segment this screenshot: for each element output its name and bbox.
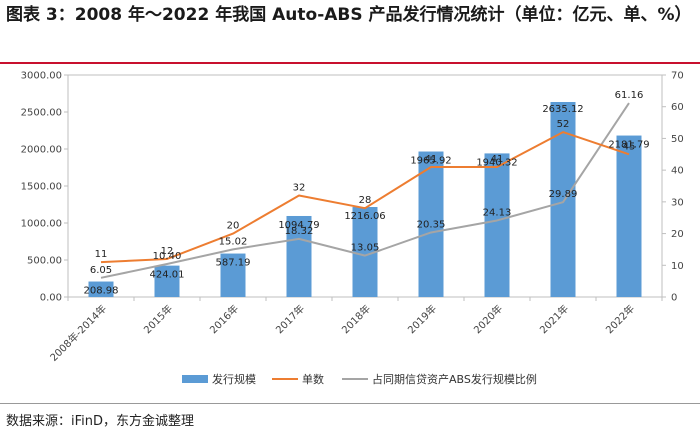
legend-label-count: 单数 xyxy=(302,373,324,386)
bar-value-label: 2181.79 xyxy=(608,140,649,151)
count-value-label: 12 xyxy=(161,246,174,257)
x-tick-label: 2017年 xyxy=(273,302,307,336)
ratio-value-label: 15.02 xyxy=(219,236,248,247)
ratio-value-label: 61.16 xyxy=(615,90,644,101)
y-right-tick-label: 40 xyxy=(671,166,684,177)
y-right-tick-label: 30 xyxy=(671,197,684,208)
legend-swatch-bar xyxy=(182,375,208,383)
y-right-tick-label: 60 xyxy=(671,102,684,113)
y-left-tick-label: 2000.00 xyxy=(21,145,62,156)
source-divider xyxy=(0,403,700,404)
ratio-value-label: 6.05 xyxy=(90,265,112,276)
count-value-label: 52 xyxy=(557,119,570,130)
bar xyxy=(88,281,114,297)
y-left-tick-label: 1000.00 xyxy=(21,219,62,230)
count-value-label: 45 xyxy=(623,141,636,152)
y-left-tick-label: 1500.00 xyxy=(21,182,62,193)
y-right-tick-label: 50 xyxy=(671,134,684,145)
legend-label-ratio: 占同期信贷资产ABS发行规模比例 xyxy=(372,372,537,386)
ratio-value-label: 10.40 xyxy=(153,251,182,262)
y-right-tick-label: 0 xyxy=(671,293,677,304)
y-right-tick-label: 70 xyxy=(671,71,684,82)
x-tick-label: 2020年 xyxy=(471,302,505,336)
ratio-value-label: 24.13 xyxy=(483,207,512,218)
bar xyxy=(286,215,312,297)
bar-value-label: 1940.32 xyxy=(476,157,517,168)
x-tick-label: 2019年 xyxy=(405,302,439,336)
bar-value-label: 208.98 xyxy=(84,286,119,297)
count-value-label: 28 xyxy=(359,195,372,206)
y-left-tick-label: 3000.00 xyxy=(21,71,62,82)
bar xyxy=(484,153,510,297)
bar-value-label: 424.01 xyxy=(150,270,185,281)
count-value-label: 41 xyxy=(491,154,504,165)
bar xyxy=(616,135,642,297)
y-left-tick-label: 500.00 xyxy=(27,256,62,267)
x-tick-label: 2008年-2014年 xyxy=(47,302,109,364)
x-tick-label: 2015年 xyxy=(141,302,175,336)
bar xyxy=(418,151,444,297)
bar xyxy=(154,265,180,297)
count-value-label: 32 xyxy=(293,183,306,194)
source-note: 数据来源：iFinD，东方金诚整理 xyxy=(6,414,195,429)
bar-value-label: 587.19 xyxy=(216,258,251,269)
chart: 0.00 500.00 1000.00 1500.00 2000.00 2500.00 30… xyxy=(21,71,684,387)
x-tick-label: 2018年 xyxy=(339,302,373,336)
y-left-tick-label: 2500.00 xyxy=(21,108,62,119)
x-tick-label: 2021年 xyxy=(537,302,571,336)
bar-value-label: 1094.79 xyxy=(278,220,319,231)
count-value-label: 20 xyxy=(227,221,240,232)
ratio-value-label: 13.05 xyxy=(351,243,380,254)
ratio-line xyxy=(100,102,630,279)
count-value-label: 41 xyxy=(425,154,438,165)
ratio-value-label: 29.89 xyxy=(549,189,578,200)
count-value-label: 11 xyxy=(95,249,108,260)
bar-value-label: 1965.92 xyxy=(410,156,451,167)
ratio-value-label: 20.35 xyxy=(417,219,446,230)
chart-title: 图表 3：2008 年～2022 年我国 Auto-ABS 产品发行情况统计（单… xyxy=(6,5,692,25)
legend-label-bar: 发行规模 xyxy=(212,372,256,386)
ratio-value-label: 18.32 xyxy=(285,226,314,237)
y-right-tick-label: 20 xyxy=(671,229,684,240)
bar-value-label: 1216.06 xyxy=(344,211,385,222)
x-tick-label: 2016年 xyxy=(207,302,241,336)
bar xyxy=(220,253,246,297)
count-line xyxy=(100,131,630,264)
y-left-tick-label: 0.00 xyxy=(40,293,62,304)
title-divider xyxy=(0,62,700,64)
y-right-tick-label: 10 xyxy=(671,261,684,272)
bar-value-label: 2635.12 xyxy=(542,104,583,115)
x-tick-label: 2022年 xyxy=(603,302,637,336)
